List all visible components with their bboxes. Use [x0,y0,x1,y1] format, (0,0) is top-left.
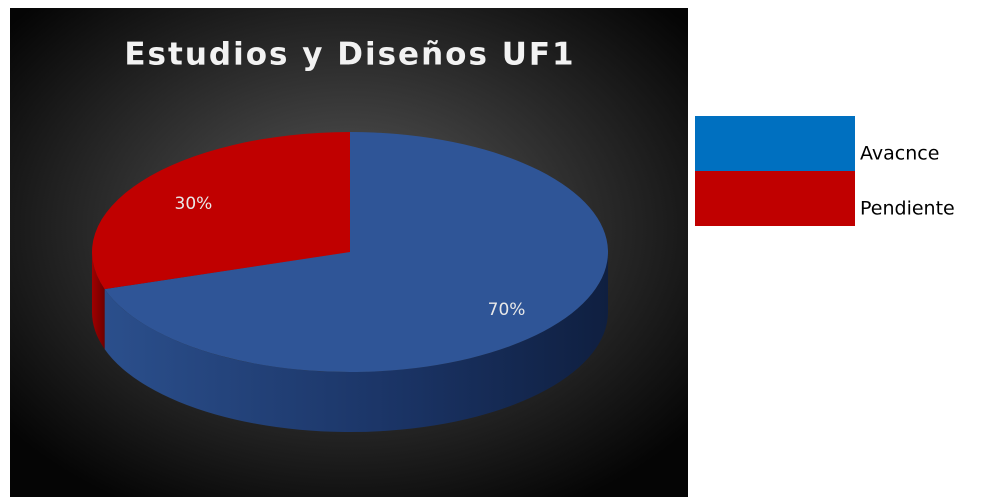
legend-label: Avacnce [860,143,939,165]
legend-label: Pendiente [860,198,955,220]
chart-title: Estudios y Diseños UF1 [124,37,575,73]
slice [91,132,351,290]
slice [104,132,609,372]
slice-side [104,252,609,432]
legend-swatch [695,116,855,171]
legend-swatch [695,171,855,226]
data-label: 30% [175,194,213,214]
slice-side [92,252,105,350]
data-label: 70% [488,300,526,320]
